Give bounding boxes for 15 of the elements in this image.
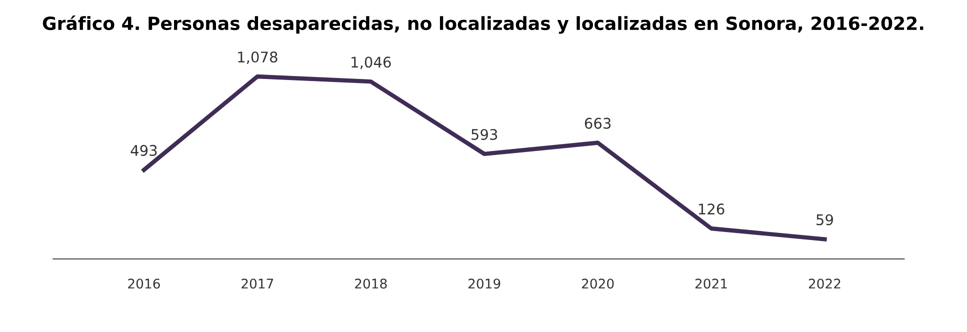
x-tick-label: 2021 — [695, 278, 727, 289]
data-label: 1,078 — [238, 52, 278, 64]
data-label: 126 — [698, 204, 724, 215]
x-tick-label: 2016 — [128, 278, 160, 289]
x-tick-label: 2017 — [242, 278, 274, 289]
data-label: 59 — [816, 214, 833, 226]
x-tick-label: 2018 — [355, 278, 387, 289]
chart-title: Gráfico 4. Personas desaparecidas, no localizadas y localizadas en Sonora, 2016-2022. — [42, 15, 924, 34]
data-label: 663 — [584, 118, 611, 129]
x-tick-label: 2019 — [468, 278, 500, 289]
data-label: 1,046 — [352, 56, 391, 70]
data-label: 593 — [472, 128, 498, 140]
data-label: 493 — [130, 144, 157, 156]
x-tick-label: 2022 — [808, 278, 840, 289]
x-tick-label: 2020 — [582, 278, 614, 289]
